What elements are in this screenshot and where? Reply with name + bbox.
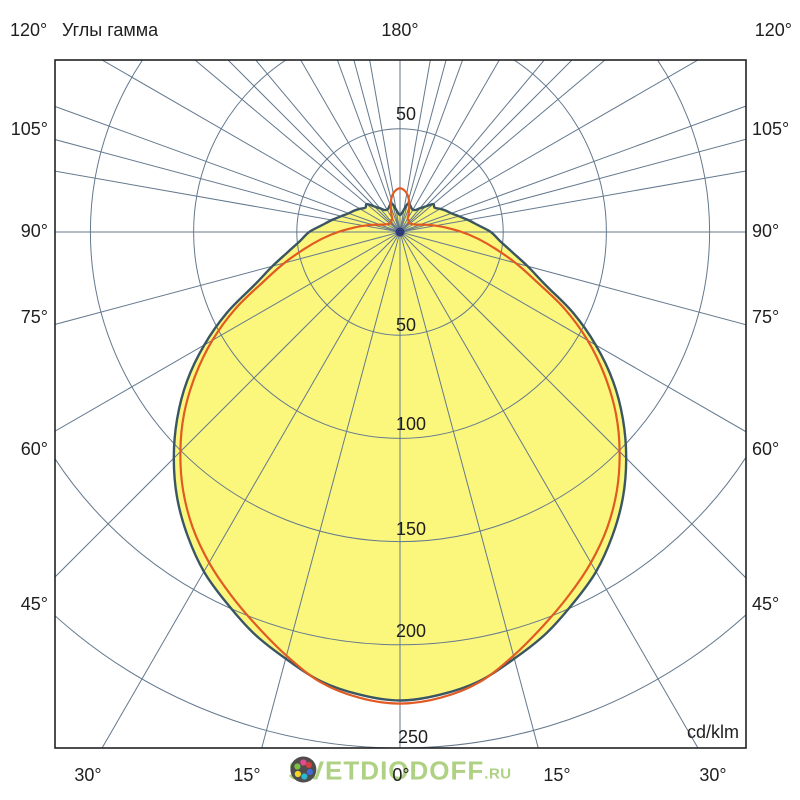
gamma-label-45-right: 45° <box>752 594 780 614</box>
gamma-label-45-left: 45° <box>20 594 48 614</box>
gamma-label-180-top: 180° <box>381 20 419 40</box>
gamma-label-0-bottom: 0° <box>392 765 410 785</box>
radial-tick-200: 200 <box>395 621 427 641</box>
gamma-label-15-bottom-left: 15° <box>233 765 261 785</box>
gamma-label-30-bottom-right: 30° <box>699 765 727 785</box>
gamma-label-75-right: 75° <box>752 307 780 327</box>
watermark: SVET DIODOFF .RU <box>288 756 511 787</box>
radial-tick-150: 150 <box>395 519 427 539</box>
unit-label: cd/klm <box>686 722 739 742</box>
gamma-label-105-left: 105° <box>10 119 48 139</box>
gamma-label-90-right: 90° <box>752 221 780 241</box>
gamma-label-60-left: 60° <box>20 439 48 459</box>
gamma-label-60-right: 60° <box>752 439 780 459</box>
radial-tick-50-top: 50 <box>395 104 417 124</box>
radial-tick-50: 50 <box>395 315 417 335</box>
radial-tick-100: 100 <box>395 414 427 434</box>
radial-tick-250: 250 <box>397 727 429 747</box>
gamma-label-15-bottom-right: 15° <box>543 765 571 785</box>
chart-title: Углы гамма <box>62 20 159 40</box>
watermark-text-3: .RU <box>484 765 512 783</box>
gamma-label-120-right: 120° <box>754 20 792 40</box>
gamma-label-90-left: 90° <box>20 221 48 241</box>
svetodiodoff-logo-icon <box>290 756 317 783</box>
gamma-label-30-bottom-left: 30° <box>74 765 102 785</box>
watermark-text-2: DIODOFF <box>360 755 485 786</box>
gamma-label-105-right: 105° <box>752 119 790 139</box>
gamma-label-120-left: 120° <box>10 20 48 40</box>
gamma-label-75-left: 75° <box>20 307 48 327</box>
